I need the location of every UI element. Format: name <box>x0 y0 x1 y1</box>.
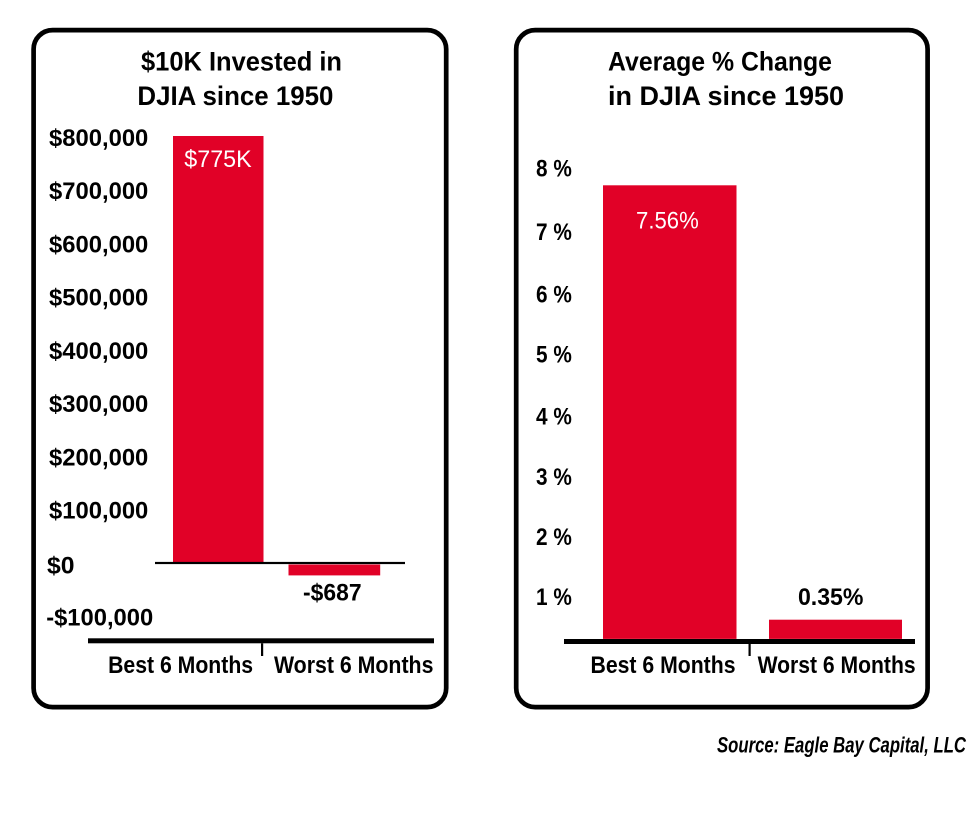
svg-text:Best 6 Months: Best 6 Months <box>591 652 736 679</box>
svg-text:0.35%: 0.35% <box>798 584 864 611</box>
svg-text:$300,000: $300,000 <box>49 391 148 418</box>
svg-text:8 %: 8 % <box>536 156 572 183</box>
svg-text:$500,000: $500,000 <box>49 285 148 312</box>
svg-text:3 %: 3 % <box>536 464 572 491</box>
svg-text:Best 6 Months: Best 6 Months <box>108 652 253 679</box>
svg-text:$200,000: $200,000 <box>49 445 148 472</box>
svg-text:2 %: 2 % <box>536 524 572 551</box>
svg-text:-$687: -$687 <box>303 580 362 607</box>
svg-text:in DJIA since 1950: in DJIA since 1950 <box>608 81 844 111</box>
svg-text:$700,000: $700,000 <box>49 178 148 205</box>
svg-text:Worst 6 Months: Worst 6 Months <box>758 652 916 679</box>
svg-text:5 %: 5 % <box>536 342 572 369</box>
svg-text:Worst 6 Months: Worst 6 Months <box>274 652 434 679</box>
svg-text:1 %: 1 % <box>536 584 572 611</box>
svg-text:-$100,000: -$100,000 <box>46 605 153 632</box>
svg-text:$10K Invested in: $10K Invested in <box>141 47 342 77</box>
svg-text:$600,000: $600,000 <box>49 232 148 259</box>
svg-text:$800,000: $800,000 <box>49 125 148 152</box>
svg-text:6 %: 6 % <box>536 282 572 309</box>
svg-text:$0: $0 <box>47 552 75 579</box>
svg-text:7 %: 7 % <box>536 219 572 246</box>
svg-text:Source: Eagle Bay Capital, LLC: Source: Eagle Bay Capital, LLC <box>717 733 967 758</box>
svg-text:DJIA since 1950: DJIA since 1950 <box>137 81 333 111</box>
svg-text:$775K: $775K <box>184 146 251 173</box>
svg-text:$400,000: $400,000 <box>49 338 148 365</box>
svg-text:7.56%: 7.56% <box>636 208 699 235</box>
svg-text:Average % Change: Average % Change <box>608 47 832 77</box>
svg-text:4 %: 4 % <box>536 404 572 431</box>
svg-text:$100,000: $100,000 <box>49 498 148 525</box>
